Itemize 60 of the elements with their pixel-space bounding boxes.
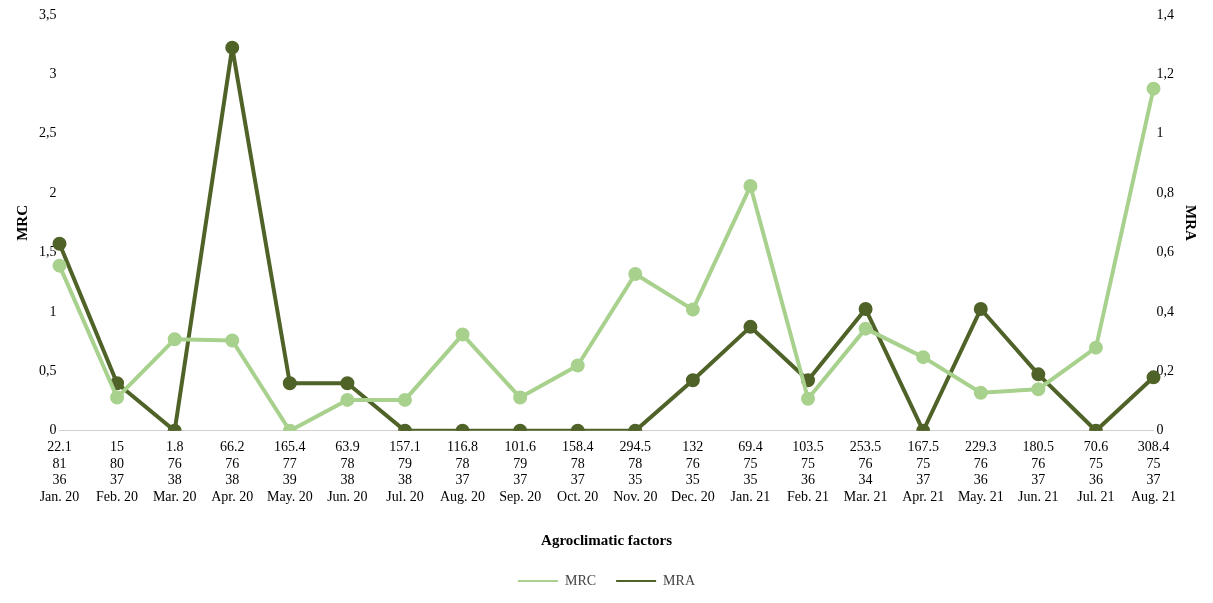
x-tick-label: 103.5 75 36 Feb. 21 bbox=[787, 438, 830, 505]
point bbox=[858, 321, 873, 336]
x-tick-label: 66.2 76 38 Apr. 20 bbox=[211, 438, 254, 505]
x-tick-label: 70.6 75 36 Jul. 21 bbox=[1077, 438, 1115, 505]
y-tick-label: 1,5 bbox=[39, 244, 57, 260]
y-axis-title: MRC bbox=[13, 204, 30, 241]
point bbox=[225, 333, 240, 348]
x-tick-label: 308.4 75 37 Aug. 21 bbox=[1130, 438, 1177, 505]
y2-tick-label: 1 bbox=[1156, 125, 1164, 141]
point bbox=[110, 390, 125, 405]
point bbox=[801, 391, 816, 406]
x-tick-label: 132 76 35 Dec. 20 bbox=[671, 438, 715, 505]
point bbox=[513, 390, 528, 405]
point bbox=[916, 350, 931, 365]
y2-tick-label: 0,6 bbox=[1156, 244, 1174, 260]
x-tick-label: 157.1 79 38 Jul. 20 bbox=[386, 438, 424, 505]
y-tick-label: 1 bbox=[49, 303, 57, 319]
y2-tick-label: 0 bbox=[1156, 422, 1164, 438]
y-tick-label: 2 bbox=[49, 184, 57, 200]
point bbox=[743, 179, 758, 194]
x-tick-label: 165.4 77 39 May. 20 bbox=[266, 438, 313, 505]
x-axis-title: Agroclimatic factors bbox=[541, 531, 673, 548]
point bbox=[167, 332, 182, 347]
x-tick-label: 101.6 79 37 Sep. 20 bbox=[499, 438, 542, 505]
y-tick-label: 3,5 bbox=[39, 6, 57, 22]
point bbox=[397, 392, 412, 407]
point bbox=[628, 266, 643, 281]
point bbox=[570, 358, 585, 373]
y-tick-label: 0,5 bbox=[39, 363, 57, 379]
point bbox=[685, 302, 700, 317]
x-tick-label: 167.5 75 37 Apr. 21 bbox=[902, 438, 945, 505]
y2-tick-label: 0,8 bbox=[1156, 184, 1174, 200]
y2-tick-label: 1,2 bbox=[1156, 66, 1174, 82]
x-tick-label: 69.4 75 35 Jan. 21 bbox=[730, 438, 771, 505]
y-tick-label: 2,5 bbox=[39, 125, 57, 141]
x-tick-label: 294.5 78 35 Nov. 20 bbox=[613, 438, 658, 505]
x-tick-label: 158.4 78 37 Oct. 20 bbox=[557, 438, 599, 505]
x-tick-label: 180.5 76 37 Jun. 21 bbox=[1018, 438, 1059, 505]
y2-tick-label: 0,2 bbox=[1156, 363, 1174, 379]
point bbox=[973, 385, 988, 400]
legend-label: MRC bbox=[564, 572, 597, 588]
point bbox=[1146, 81, 1161, 96]
y2-tick-label: 0,4 bbox=[1156, 303, 1174, 319]
point bbox=[52, 258, 67, 273]
y-tick-label: 3 bbox=[49, 66, 57, 82]
x-tick-label: 1.8 76 38 Mar. 20 bbox=[152, 438, 197, 505]
x-tick-label: 229.3 76 36 May. 21 bbox=[957, 438, 1004, 505]
y2-axis-title: MRA bbox=[1183, 204, 1200, 241]
x-tick-label: 63.9 78 38 Jun. 20 bbox=[327, 438, 368, 505]
legend-label: MRA bbox=[663, 572, 696, 588]
x-tick-label: 116.8 78 37 Aug. 20 bbox=[439, 438, 486, 505]
x-tick-label: 15 80 37 Feb. 20 bbox=[96, 438, 139, 505]
y-tick-label: 0 bbox=[49, 422, 57, 438]
point bbox=[455, 327, 470, 342]
x-tick-label: 253.5 76 34 Mar. 21 bbox=[843, 438, 888, 505]
point bbox=[340, 392, 355, 407]
point bbox=[1031, 382, 1046, 397]
point bbox=[1088, 340, 1103, 355]
x-tick-label: 22.1 81 36 Jan. 20 bbox=[39, 438, 80, 505]
y2-tick-label: 1,4 bbox=[1156, 6, 1174, 22]
